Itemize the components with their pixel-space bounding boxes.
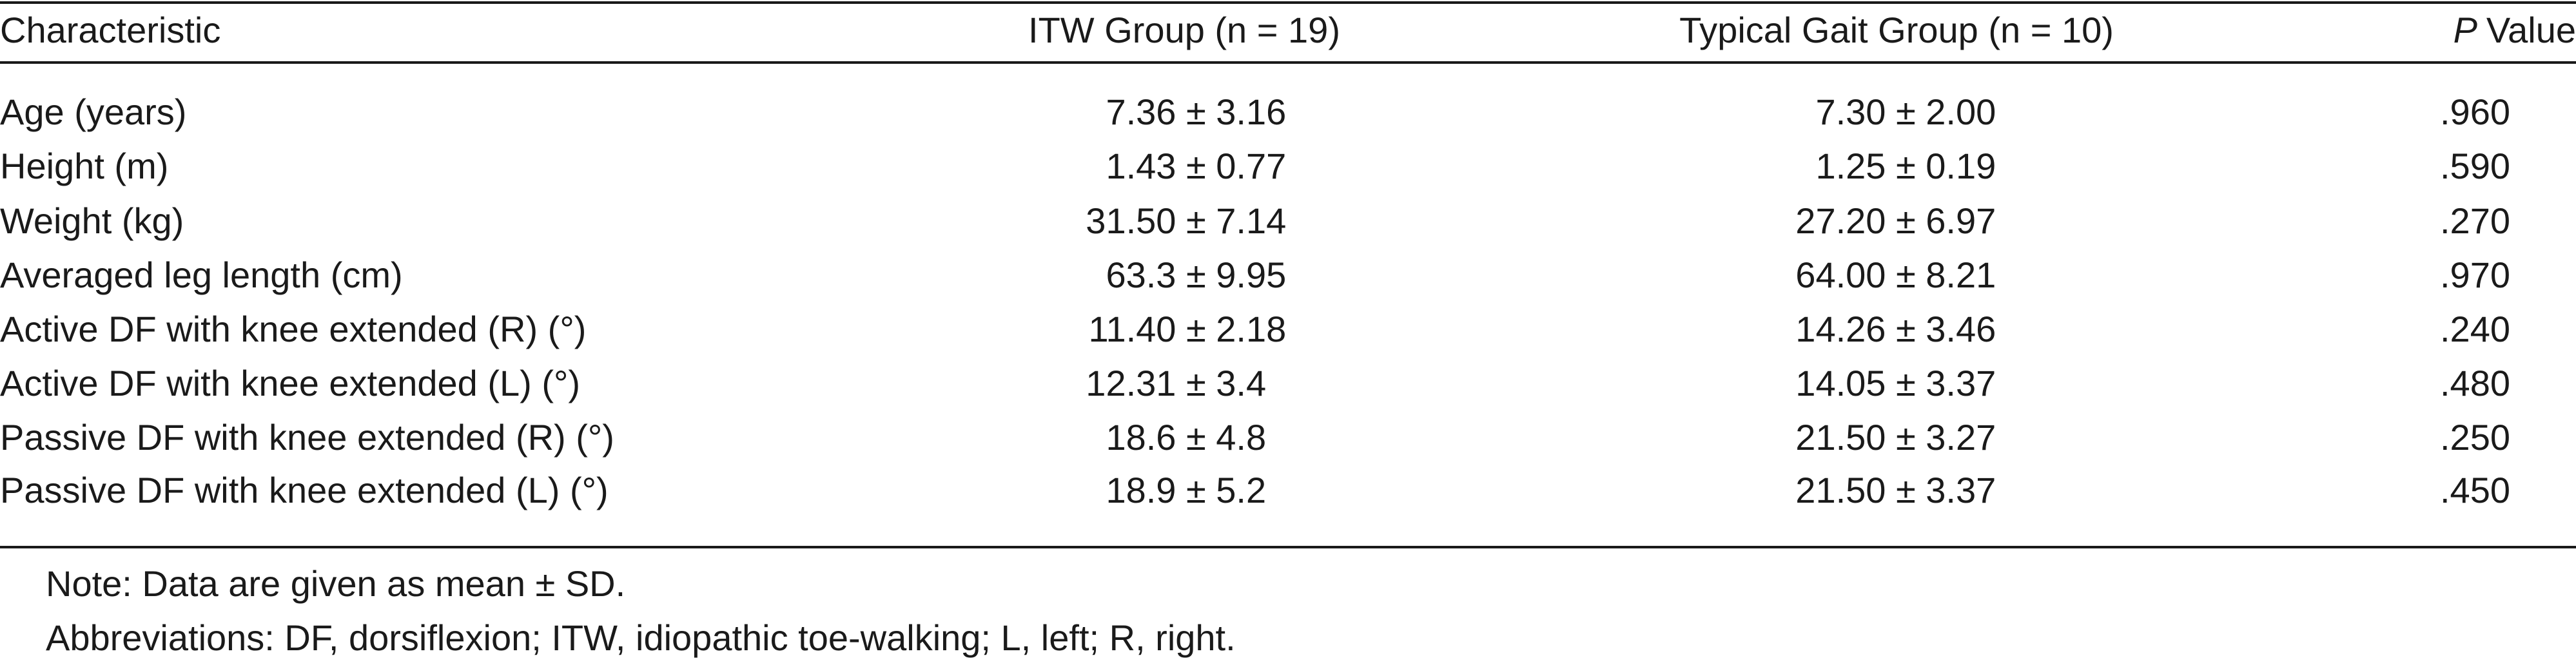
typical-cell: 1.25 ± 0.19 bbox=[1815, 146, 1996, 186]
header-rest: Value bbox=[2486, 10, 2576, 50]
p-value-cell: .590 bbox=[2440, 146, 2510, 186]
itw-cell: 18.6 ± 4.8 bbox=[1106, 417, 1266, 458]
note: Note: Data are given as mean ± SD. bbox=[46, 563, 625, 604]
row-label: Weight (kg) bbox=[0, 200, 184, 241]
note: Abbreviations: DF, dorsiflexion; ITW, id… bbox=[46, 617, 1236, 658]
itw-cell: 12.31 ± 3.4 bbox=[1086, 363, 1266, 403]
p-value-cell: .270 bbox=[2440, 200, 2510, 241]
itw-cell: 63.3 ± 9.95 bbox=[1106, 255, 1286, 295]
typical-cell: 14.05 ± 3.37 bbox=[1795, 363, 1996, 403]
typical-cell: 21.50 ± 3.37 bbox=[1795, 470, 1996, 510]
p-value-cell: .450 bbox=[2440, 470, 2510, 510]
itw-cell: 18.9 ± 5.2 bbox=[1106, 470, 1266, 510]
row-label: Averaged leg length (cm) bbox=[0, 255, 403, 295]
p-value-cell: .970 bbox=[2440, 255, 2510, 295]
typical-cell: 21.50 ± 3.27 bbox=[1795, 417, 1996, 458]
header-italic: P bbox=[2454, 10, 2477, 50]
itw-cell: 1.43 ± 0.77 bbox=[1106, 146, 1286, 186]
row-label: Active DF with knee extended (L) (°) bbox=[0, 363, 580, 403]
typical-cell: 7.30 ± 2.00 bbox=[1815, 92, 1996, 132]
header-cell: P Value bbox=[2454, 10, 2576, 50]
typical-cell: 27.20 ± 6.97 bbox=[1795, 200, 1996, 241]
header-cell: Typical Gait Group (n = 10) bbox=[1679, 10, 2114, 50]
row-label: Passive DF with knee extended (R) (°) bbox=[0, 417, 614, 458]
p-value-cell: .480 bbox=[2440, 363, 2510, 403]
row-label: Active DF with knee extended (R) (°) bbox=[0, 309, 586, 349]
p-value-cell: .240 bbox=[2440, 309, 2510, 349]
row-label: Passive DF with knee extended (L) (°) bbox=[0, 470, 609, 510]
typical-cell: 14.26 ± 3.46 bbox=[1795, 309, 1996, 349]
p-value-cell: .960 bbox=[2440, 92, 2510, 132]
row-label: Height (m) bbox=[0, 146, 168, 186]
itw-cell: 31.50 ± 7.14 bbox=[1086, 200, 1286, 241]
row-label: Age (years) bbox=[0, 92, 186, 132]
header-cell: ITW Group (n = 19) bbox=[1028, 10, 1340, 50]
itw-cell: 11.40 ± 2.18 bbox=[1088, 309, 1286, 349]
typical-cell: 64.00 ± 8.21 bbox=[1795, 255, 1996, 295]
p-value-cell: .250 bbox=[2440, 417, 2510, 458]
header-cell: Characteristic bbox=[0, 10, 220, 50]
itw-cell: 7.36 ± 3.16 bbox=[1106, 92, 1286, 132]
